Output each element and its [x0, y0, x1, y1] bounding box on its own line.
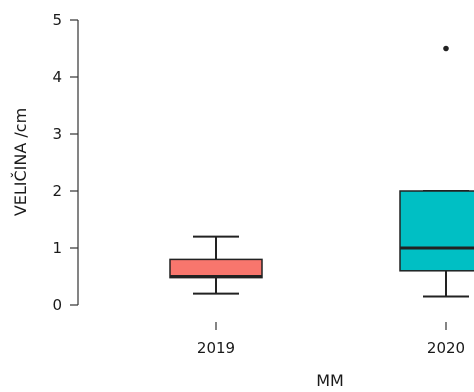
y-axis-title: VELIČINA /cm: [11, 108, 30, 216]
x-axis: 2019 2020: [197, 322, 465, 357]
x-tick-label: 2020: [427, 339, 465, 357]
box-2019: [169, 235, 263, 295]
iqr-box: [399, 190, 474, 272]
y-tick-label: 4: [52, 68, 62, 86]
box-2020: [399, 45, 474, 298]
x-tick-label: 2019: [197, 339, 235, 357]
y-tick-label: 2: [52, 182, 62, 200]
y-tick-label: 0: [52, 296, 62, 314]
y-tick-label: 3: [52, 125, 62, 143]
outlier-point: [443, 45, 449, 52]
y-axis: 0 1 2 3 4 5: [52, 11, 79, 314]
x-axis-title: MM: [316, 371, 344, 390]
iqr-box: [169, 258, 263, 279]
boxes: [169, 45, 474, 298]
y-tick-label: 5: [52, 11, 62, 29]
y-tick-label: 1: [52, 239, 62, 257]
